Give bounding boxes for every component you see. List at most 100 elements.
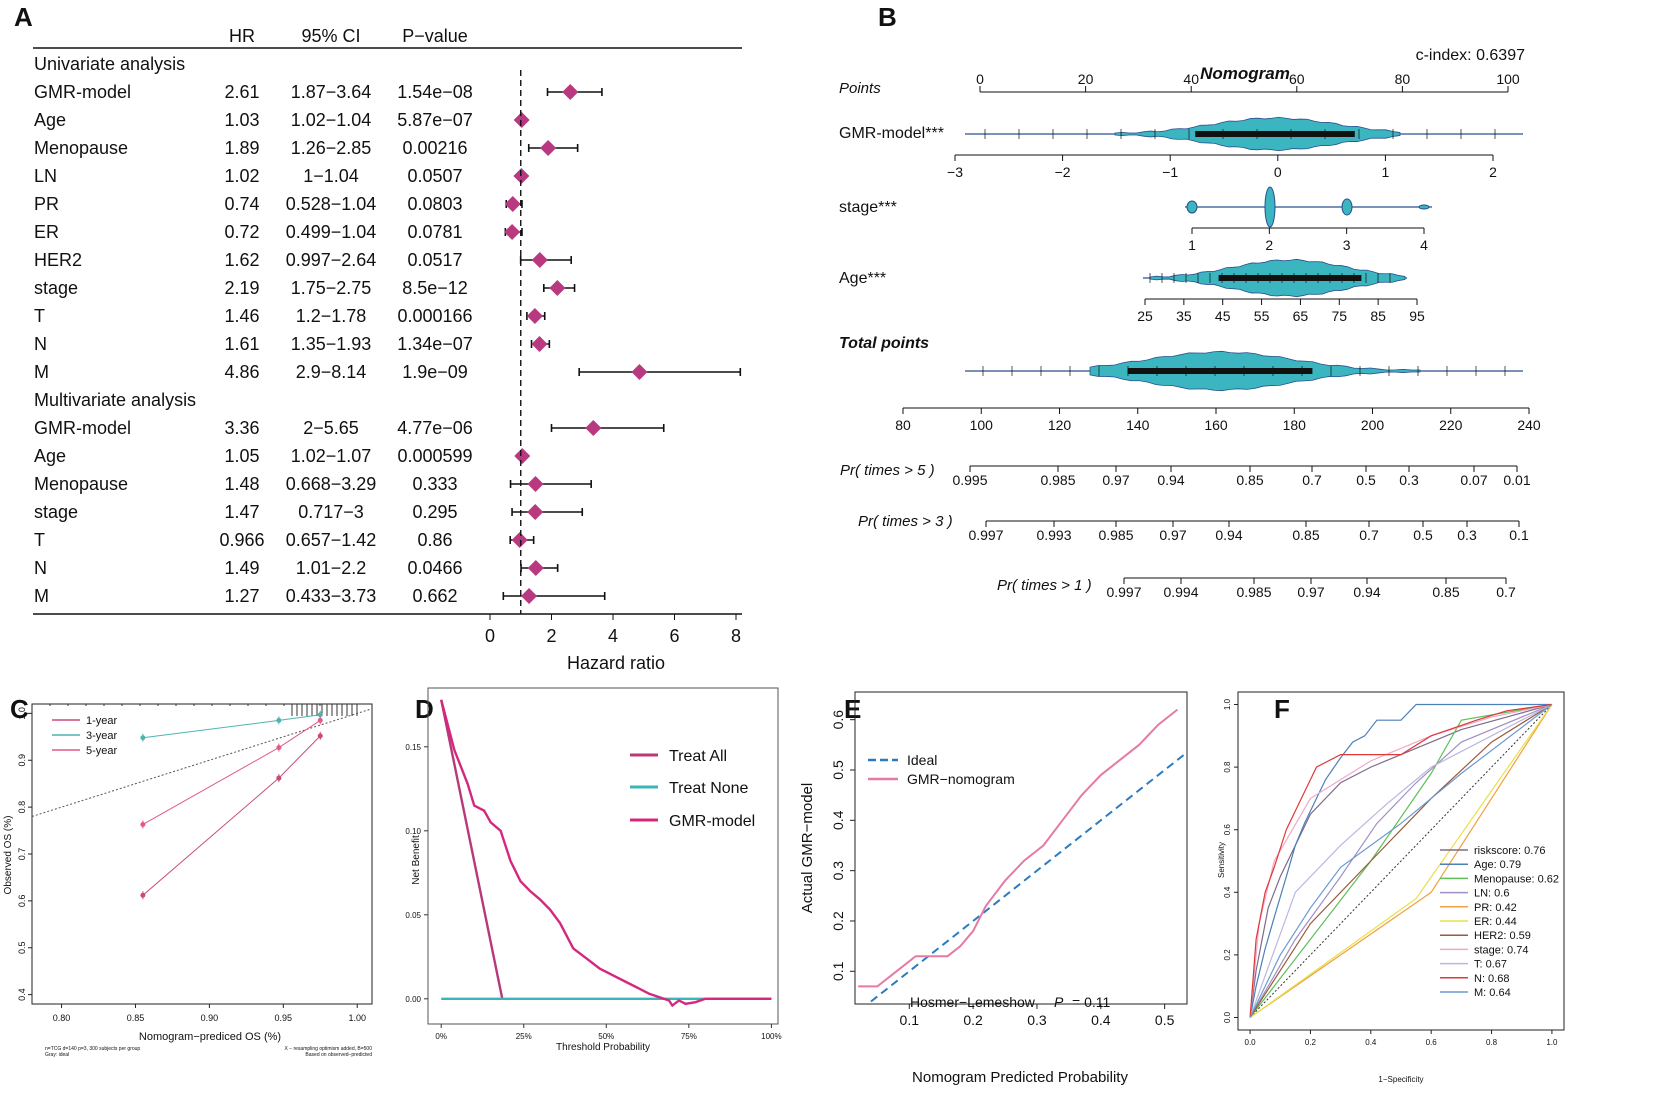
x-tick-label: 0.85 — [127, 1013, 145, 1023]
row-label-prob: Pr( times > 5 ) — [840, 462, 935, 479]
x-tick-label: 0.3 — [1027, 1012, 1047, 1028]
group-title: Multivariate analysis — [34, 390, 196, 410]
footnote-right-1: X − resampling optimism added, B=500 — [284, 1046, 372, 1052]
ci-value: 1.01−2.2 — [296, 558, 367, 578]
nomogram-tick-label: 200 — [1361, 417, 1385, 433]
plot-frame — [31, 703, 373, 1005]
stage-violin — [1418, 204, 1430, 210]
prob-tick-label: 0.5 — [1356, 472, 1376, 488]
p-value: 0.86 — [417, 530, 452, 550]
p-value: 4.77e−06 — [397, 418, 473, 438]
reference-line — [1249, 704, 1553, 1018]
y-tick-label: 0.15 — [405, 743, 421, 752]
legend-label-7: stage: 0.74 — [1474, 944, 1528, 956]
plot-frame — [1237, 691, 1565, 1031]
legend-label-1: 3-year — [86, 730, 118, 742]
x-tick-label: 0.95 — [275, 1013, 293, 1023]
p-value: 0.000166 — [397, 306, 472, 326]
y-tick-label: 0.10 — [405, 827, 421, 836]
x-tick-label: 2 — [546, 626, 556, 646]
legend-label-8: T: 0.67 — [1474, 959, 1507, 971]
hr-value: 1.61 — [224, 334, 259, 354]
x-tick-label: 1.0 — [1546, 1038, 1558, 1047]
footnote-right-2: Based on observed−predicted — [305, 1052, 372, 1058]
legend-label-0: 1-year — [86, 715, 118, 727]
prob-tick-label: 0.85 — [1432, 584, 1459, 600]
nomogram-tick-label: 180 — [1283, 417, 1307, 433]
ci-value: 1.02−1.04 — [291, 110, 372, 130]
row-label: N — [34, 334, 47, 354]
nomogram-tick-label: 240 — [1517, 417, 1541, 433]
row-label: GMR-model — [34, 418, 131, 438]
hr-diamond — [514, 448, 531, 464]
row-label: Menopause — [34, 474, 128, 494]
nomogram-tick-label: 80 — [895, 417, 911, 433]
x-tick-label: 25% — [516, 1032, 532, 1041]
panel-label-b: B — [878, 2, 897, 32]
p-value: 1.54e−08 — [397, 82, 473, 102]
legend-label-1: Age: 0.79 — [1474, 859, 1521, 871]
ci-value: 1.75−2.75 — [291, 278, 372, 298]
prob-tick-label: 0.3 — [1399, 472, 1419, 488]
x-axis-title: Threshold Probability — [556, 1042, 650, 1053]
y-tick-label: 0.5 — [17, 941, 27, 954]
x-tick-label: 1.00 — [348, 1013, 366, 1023]
ci-value: 0.499−1.04 — [286, 222, 377, 242]
roc-curve-5 — [1249, 704, 1553, 1018]
p-value: 0.0803 — [407, 194, 462, 214]
prob-tick-label: 0.1 — [1509, 527, 1529, 543]
y-tick-label: 0.2 — [1223, 949, 1232, 961]
row-label: N — [34, 558, 47, 578]
stage-violin — [1264, 186, 1276, 228]
column-header-1: 95% CI — [301, 26, 360, 46]
y-tick-label: 0.3 — [830, 861, 846, 881]
row-label-points: Points — [839, 80, 881, 97]
nomogram-tick-label: 4 — [1420, 237, 1428, 253]
hosmer-calibration-plot: Ideal GMR−nomogram 0.1 0.2 0.3 0.4 0.5 0.1 0.2 0.… — [799, 691, 1188, 1086]
nomogram-tick-label: 160 — [1204, 417, 1228, 433]
prob-tick-label: 0.985 — [1236, 584, 1271, 600]
p-value: 0.0517 — [407, 250, 462, 270]
footnote-left-1: n=TCG d=140 p=3, 300 subjects per group — [45, 1046, 140, 1052]
p-value: 0.662 — [412, 586, 457, 606]
series-line-0 — [870, 751, 1188, 1003]
nomogram-tick-label: 80 — [1395, 71, 1411, 87]
p-value: 1.34e−07 — [397, 334, 473, 354]
p-value: 0.000599 — [397, 446, 472, 466]
roc-curve-1 — [1249, 703, 1552, 1018]
x-tick-label: 0.2 — [1305, 1038, 1317, 1047]
row-label-stage: stage*** — [839, 199, 897, 216]
p-value: 1.9e−09 — [402, 362, 468, 382]
hr-diamond — [511, 532, 528, 548]
nomogram-tick-label: 75 — [1331, 308, 1347, 324]
legend-label-1: Treat None — [669, 780, 749, 797]
ci-value: 2−5.65 — [303, 418, 359, 438]
nomogram-tick-label: 20 — [1078, 71, 1094, 87]
plot-frame — [427, 687, 779, 1025]
x-tick-label: 0% — [435, 1032, 447, 1041]
nomogram-tick-label: 140 — [1126, 417, 1150, 433]
x-tick-label: 75% — [681, 1032, 697, 1041]
row-label: stage — [34, 278, 78, 298]
x-tick-label: 0.4 — [1091, 1012, 1111, 1028]
hl-p-value: = 0.11 — [1072, 994, 1110, 1010]
nomogram-tick-label: −2 — [1055, 164, 1071, 180]
x-tick-label: 6 — [669, 626, 679, 646]
rug-dense-age — [1218, 275, 1362, 281]
x-tick-label: 0.4 — [1365, 1038, 1377, 1047]
y-tick-label: 0.4 — [1223, 886, 1232, 898]
ci-value: 0.668−3.29 — [286, 474, 377, 494]
y-axis-title: Net Benefit — [411, 835, 422, 885]
hr-diamond — [521, 588, 538, 604]
stage-violin — [1341, 198, 1353, 216]
hr-diamond — [526, 308, 543, 324]
ci-value: 0.528−1.04 — [286, 194, 377, 214]
legend-label-0: riskscore: 0.76 — [1474, 845, 1546, 857]
hr-diamond — [531, 336, 548, 352]
nomogram-tick-label: 55 — [1254, 308, 1270, 324]
panel-label-e: E — [844, 694, 861, 724]
hr-diamond — [549, 280, 566, 296]
row-label: PR — [34, 194, 59, 214]
y-tick-label: 0.4 — [17, 988, 27, 1001]
